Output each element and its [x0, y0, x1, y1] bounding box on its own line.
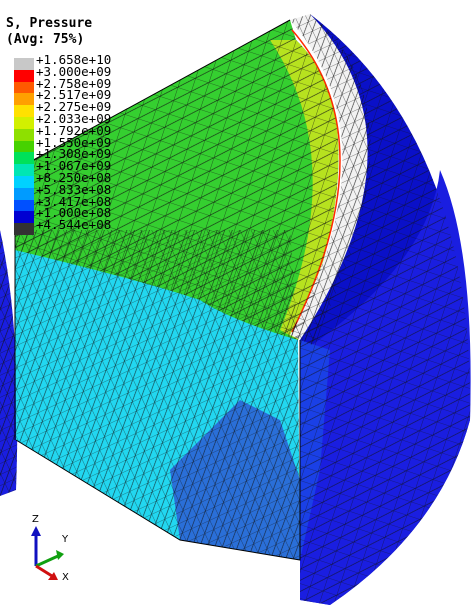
y-label: Y — [61, 534, 69, 545]
legend-value: +1.792e+09 — [36, 122, 112, 138]
legend-swatch — [14, 93, 34, 106]
legend-swatch — [14, 211, 34, 224]
legend-value: +3.417e+08 — [36, 193, 112, 209]
x-arrow-icon — [48, 572, 58, 580]
legend-value: +4.544e+08 — [36, 217, 112, 233]
legend-swatch — [14, 187, 34, 200]
legend-value: +1.067e+09 — [36, 158, 112, 174]
z-label: Z — [32, 514, 39, 525]
legend-value: +2.033e+09 — [36, 110, 112, 126]
legend-swatch — [14, 164, 34, 176]
legend-value: +1.308e+09 — [36, 146, 112, 162]
legend-value: +1.658e+10 — [36, 52, 112, 67]
legend-swatch — [14, 105, 34, 117]
legend-value: +8.250e+08 — [36, 169, 112, 185]
legend-value: +2.275e+09 — [36, 99, 112, 115]
legend-value: +1.000e+08 — [36, 205, 112, 221]
x-axis — [35, 564, 53, 578]
legend-swatch — [14, 58, 34, 70]
legend-swatch — [14, 128, 34, 141]
legend-swatch — [14, 140, 34, 153]
legend-value: +2.517e+09 — [36, 87, 112, 103]
legend-swatch — [14, 69, 34, 82]
legend-swatch — [14, 152, 34, 165]
z-arrow-icon — [31, 526, 41, 536]
legend-swatch — [14, 199, 34, 212]
legend-value: +5.833e+08 — [36, 181, 112, 197]
mesh-body — [14, 14, 471, 605]
legend-value: +3.000e+09 — [36, 63, 112, 79]
legend-subtitle: (Avg: 75%) — [6, 32, 85, 47]
y-axis — [35, 554, 59, 568]
contour-legend: S, Pressure (Avg: 75%) +1.658e+10 +3.000e… — [6, 16, 166, 235]
x-label: X — [62, 572, 69, 583]
legend-swatch — [14, 175, 34, 188]
legend-swatch — [14, 116, 34, 129]
legend-swatch — [14, 223, 34, 235]
legend-value: +2.758e+09 — [36, 75, 112, 91]
legend-swatch — [14, 81, 34, 94]
legend-value: +1.550e+09 — [36, 134, 112, 150]
legend-title: S, Pressure — [6, 16, 93, 31]
axis-triad: Z Y X — [31, 514, 69, 583]
left-body-fragment — [0, 230, 18, 496]
y-arrow-icon — [56, 550, 64, 560]
